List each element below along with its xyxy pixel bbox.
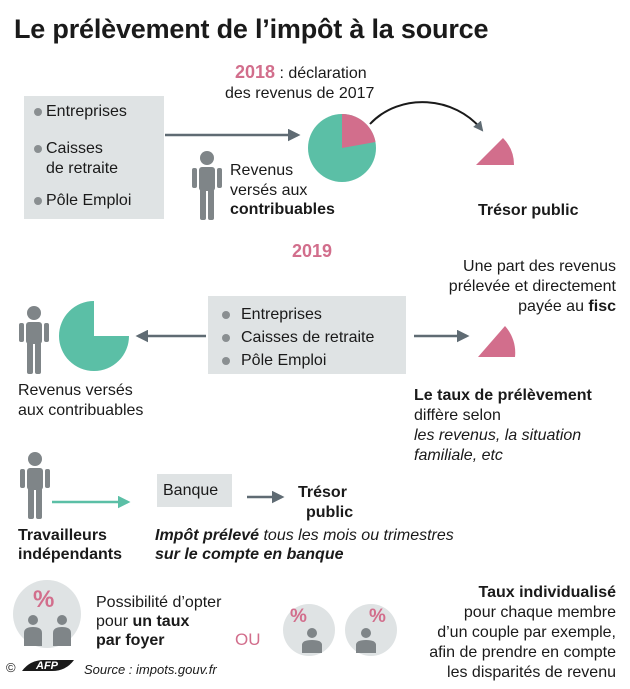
indiv-line4: les disparités de revenu: [447, 664, 616, 681]
recipients-2018-line2: versés aux: [230, 182, 308, 199]
individual-rate-icon-1: [283, 604, 335, 656]
person-icon-independent: [20, 452, 50, 519]
share-line3-text: payée au: [518, 298, 589, 315]
household-line2-text: pour: [96, 613, 133, 630]
header-2018-line1: : déclaration: [275, 65, 367, 82]
independents-note-bold: Impôt prélevé: [155, 527, 260, 544]
share-line3: payée au fisc: [518, 297, 616, 317]
independents-line2: indépendants: [18, 546, 123, 563]
household-line2-bold: un taux: [132, 613, 190, 630]
payer-2018-entreprises: Entreprises: [46, 103, 127, 120]
source-label: Source : impots.gouv.fr: [84, 662, 217, 677]
household-rate-icon: [13, 580, 81, 648]
household-line3: par foyer: [96, 632, 165, 649]
tax-slice-2019: [478, 326, 516, 357]
rate-line2: les revenus, la situation: [414, 427, 582, 444]
page-title: Le prélèvement de l’impôt à la source: [14, 14, 489, 44]
household-line1: Possibilité d’opter: [96, 594, 222, 611]
percent-household: %: [33, 586, 55, 613]
percent-individual-2: %: [369, 606, 386, 627]
person-icon-2018: [192, 151, 222, 220]
bullet-2019-1: [222, 311, 230, 319]
share-line3-fisc: fisc: [588, 298, 616, 315]
header-2018: 2018 : déclaration: [235, 62, 367, 84]
or-label: OU: [235, 630, 261, 649]
independents-note-line2: sur le compte en banque: [155, 546, 344, 563]
payer-2018-pole-emploi: Pôle Emploi: [46, 192, 132, 209]
bullet-2018-3: [34, 197, 42, 205]
income-pie-2019: [59, 301, 129, 371]
recipients-2018-line3: contribuables: [230, 201, 335, 218]
afp-logo: [22, 660, 74, 671]
rate-title: Le taux de prélèvement: [414, 387, 592, 404]
income-pie-2018: [308, 113, 376, 182]
independents-note-rest: tous les mois ou trimestres: [259, 527, 454, 544]
recipients-2019-line1: Revenus versés: [18, 382, 133, 399]
rate-line1: diffère selon: [414, 407, 501, 424]
independents-line1: Travailleurs: [18, 527, 107, 544]
treasury-independent-line2: public: [306, 504, 354, 521]
payer-2019-pole-emploi: Pôle Emploi: [241, 352, 327, 369]
household-line2: pour un taux: [96, 612, 189, 632]
person-icon-2019: [19, 306, 49, 374]
arrow-to-treasury-2018: [369, 101, 484, 132]
share-line2: prélevée et directement: [448, 278, 616, 295]
payer-2019-entreprises: Entreprises: [241, 306, 322, 323]
treasury-independent-line1: Trésor: [298, 484, 347, 501]
copyright-symbol: ©: [6, 660, 16, 675]
bullet-2018-2: [34, 145, 42, 153]
indiv-line3: afin de prendre en compte: [429, 644, 616, 661]
percent-individual-1: %: [290, 606, 307, 627]
independents-note-line1: Impôt prélevé tous les mois ou trimestre…: [155, 526, 454, 546]
recipients-2018-line1: Revenus: [230, 162, 294, 179]
indiv-line1: pour chaque membre: [463, 604, 616, 621]
individual-rate-icon-2: [345, 604, 397, 656]
payer-2018-de-retraite: de retraite: [46, 160, 119, 177]
payer-2018-caisses: Caisses: [46, 140, 103, 157]
tax-slice-2018: [476, 138, 515, 165]
payer-2019-caisses: Caisses de retraite: [241, 329, 375, 346]
rate-line3: familiale, etc: [414, 447, 503, 464]
indiv-title: Taux individualisé: [478, 584, 616, 601]
bullet-2019-2: [222, 334, 230, 342]
payers-box-2019: [208, 296, 406, 374]
year-2018: 2018: [235, 62, 276, 82]
afp-logo-text: AFP: [36, 660, 58, 672]
bank-label: Banque: [163, 482, 219, 499]
recipients-2019-line2: aux contribuables: [18, 402, 144, 419]
bank-box: [157, 474, 232, 507]
treasury-2018: Trésor public: [478, 202, 579, 219]
bullet-2019-3: [222, 357, 230, 365]
bullet-2018-1: [34, 108, 42, 116]
year-2019: 2019: [292, 241, 333, 261]
header-2018-line2: des revenus de 2017: [225, 85, 375, 102]
indiv-line2: d’un couple par exemple,: [437, 624, 616, 641]
payers-box-2018: [24, 96, 164, 219]
share-line1: Une part des revenus: [463, 258, 616, 275]
